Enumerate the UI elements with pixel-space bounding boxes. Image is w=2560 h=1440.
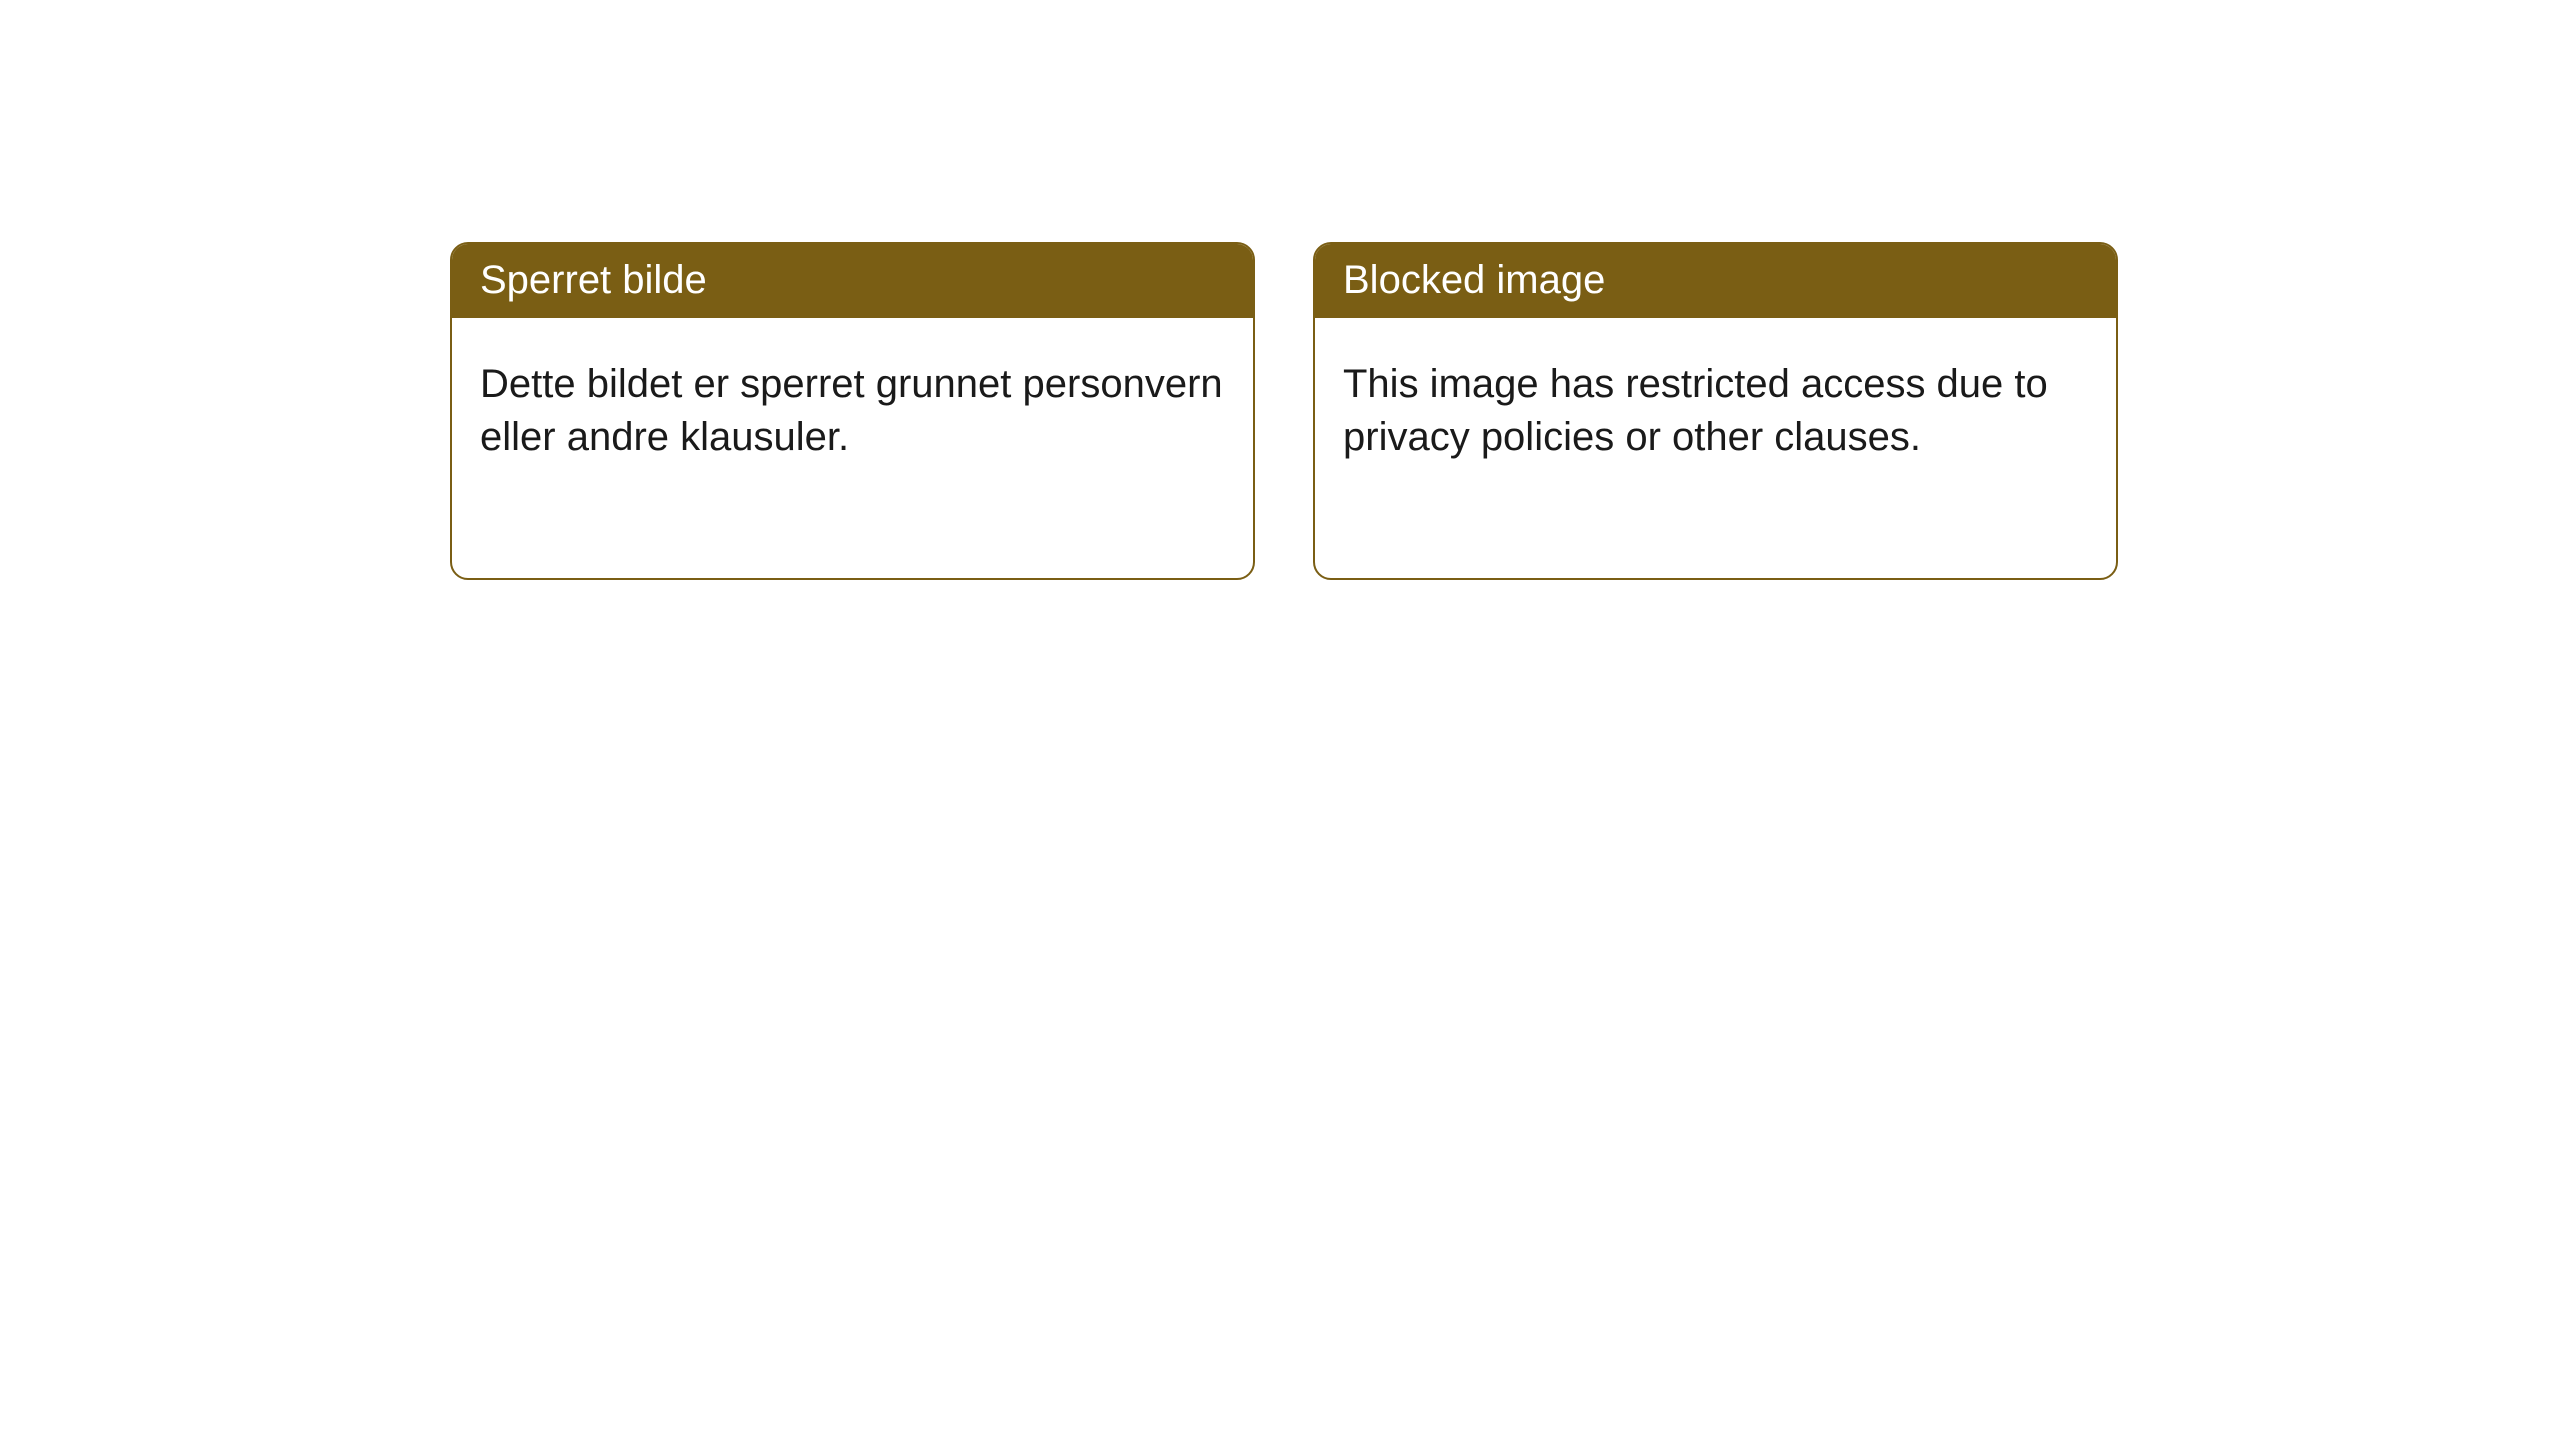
card-norwegian: Sperret bilde Dette bildet er sperret gr… [450, 242, 1255, 580]
card-header-norwegian: Sperret bilde [452, 244, 1253, 318]
notice-cards-container: Sperret bilde Dette bildet er sperret gr… [450, 242, 2118, 580]
card-header-english: Blocked image [1315, 244, 2116, 318]
card-body-norwegian: Dette bildet er sperret grunnet personve… [452, 318, 1253, 492]
card-body-english: This image has restricted access due to … [1315, 318, 2116, 492]
card-english: Blocked image This image has restricted … [1313, 242, 2118, 580]
